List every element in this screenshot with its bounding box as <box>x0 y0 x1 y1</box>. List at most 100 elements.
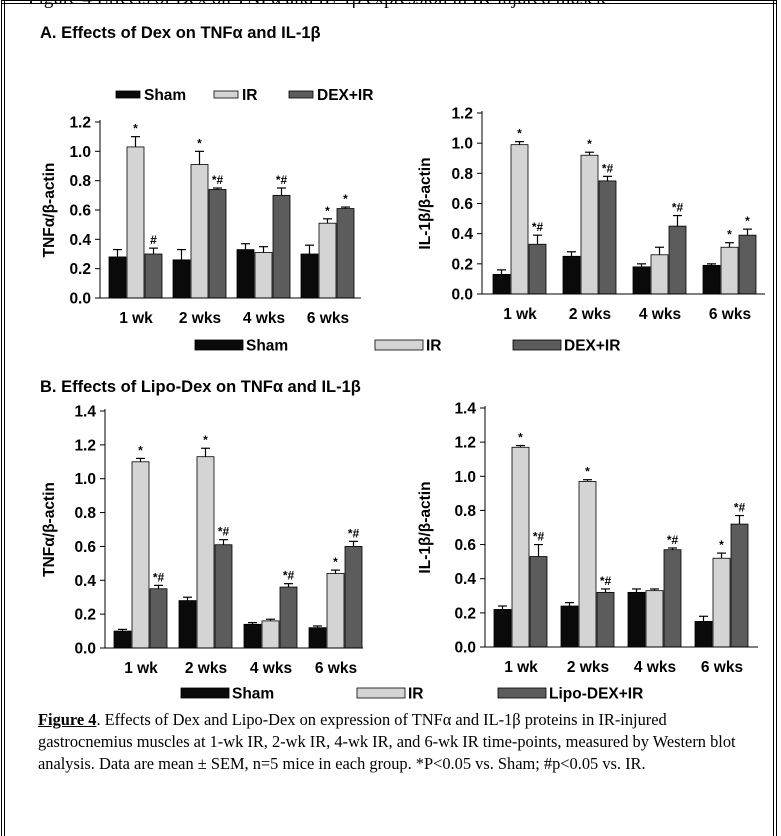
x-tick-label-a-tnf-1: 2 wks <box>179 310 221 327</box>
legend-a-bottom-swatch-2 <box>512 339 562 351</box>
y-tick-label-a-tnf-0: 0.0 <box>69 291 91 308</box>
bar-b-tnf-lipo-dex-ir-1 <box>214 544 233 649</box>
y-tick-label-b-tnf-4: 0.8 <box>74 505 96 522</box>
legend-a-inner-swatch-1 <box>213 90 239 99</box>
bar-a-il-ir-0 <box>510 144 529 295</box>
bar-b-il-lipo-dex-ir-1 <box>596 591 615 648</box>
figure-caption: Figure 4. Effects of Dex and Lipo-Dex on… <box>38 709 750 775</box>
bar-b-il-sham-2 <box>627 591 646 648</box>
legend-b-bottom-label-0: Sham <box>232 686 274 703</box>
y-tick-label-b-il-5: 1.0 <box>454 469 476 486</box>
y-tick-label-b-il-3: 0.6 <box>454 537 476 554</box>
x-tick-label-a-il-3: 6 wks <box>709 306 751 323</box>
y-tick-label-b-tnf-0: 0.0 <box>74 641 96 658</box>
legend-b-bottom-swatch-0 <box>180 687 230 699</box>
annotation-a-tnf-1-0: * <box>133 122 138 136</box>
x-tick-label-b-il-1: 2 wks <box>567 659 609 676</box>
bar-a-tnf-ir-2 <box>254 252 273 299</box>
x-tick-label-a-tnf-3: 6 wks <box>307 310 349 327</box>
y-tick-label-a-tnf-6: 1.2 <box>69 115 91 132</box>
y-axis-label-a-il: IL-1β/β-actin <box>417 157 434 249</box>
x-tick-label-b-tnf-1: 2 wks <box>185 660 227 677</box>
y-tick-label-a-il-6: 1.2 <box>451 106 473 123</box>
x-tick-label-b-tnf-0: 1 wk <box>124 660 158 677</box>
panel-b-title: B. Effects of Lipo-Dex on TNFα and IL-1β <box>40 378 361 396</box>
x-tick-label-a-il-0: 1 wk <box>503 306 537 323</box>
bar-b-tnf-ir-3 <box>326 573 345 649</box>
figure-frame-left <box>1 0 5 836</box>
annotation-a-tnf-2-3: * <box>343 192 348 206</box>
annotation-b-tnf-2-3: *# <box>348 526 360 540</box>
y-tick-label-b-tnf-6: 1.2 <box>74 437 96 454</box>
legend-a-inner-label-2: DEX+IR <box>317 87 373 104</box>
bar-a-il-ir-3 <box>720 246 739 295</box>
x-tick-label-b-il-0: 1 wk <box>504 659 538 676</box>
bar-a-il-ir-2 <box>650 254 669 295</box>
legend-b-bottom-swatch-1 <box>356 687 406 699</box>
annotation-a-il-2-3: * <box>745 214 750 228</box>
cropped-top-caption: Figure 4 Effects of Dex on TNFα and IL-1… <box>28 0 609 10</box>
bar-a-tnf-dex-ir-3 <box>336 208 355 299</box>
bar-a-tnf-sham-2 <box>236 249 255 299</box>
bar-a-tnf-ir-1 <box>190 164 209 299</box>
annotation-b-tnf-2-0: *# <box>153 570 165 584</box>
legend-a-inner-swatch-0 <box>115 90 141 99</box>
x-tick-label-b-il-2: 4 wks <box>634 659 676 676</box>
figure-frame-top <box>1 0 777 4</box>
annotation-b-il-1-1: * <box>585 465 590 479</box>
bar-a-tnf-sham-0 <box>108 256 127 299</box>
bar-b-tnf-sham-1 <box>178 600 197 649</box>
y-tick-label-a-tnf-5: 1.0 <box>69 144 91 161</box>
y-tick-label-a-il-4: 0.8 <box>451 166 473 183</box>
y-tick-label-b-il-4: 0.8 <box>454 503 476 520</box>
legend-a-inner-label-0: Sham <box>144 87 186 104</box>
y-tick-label-b-il-6: 1.2 <box>454 435 476 452</box>
annotation-b-tnf-1-0: * <box>138 443 143 457</box>
x-tick-label-a-tnf-0: 1 wk <box>119 310 153 327</box>
legend-a-bottom-swatch-0 <box>194 339 244 351</box>
annotation-b-il-2-3: *# <box>734 501 746 515</box>
annotation-a-tnf-1-1: * <box>197 136 202 150</box>
bar-b-il-sham-0 <box>493 609 512 648</box>
bar-a-il-dex-ir-0 <box>528 243 547 295</box>
x-tick-label-a-il-1: 2 wks <box>569 306 611 323</box>
y-axis-label-b-il: IL-1β/β-actin <box>417 481 434 573</box>
figure-caption-text: . Effects of Dex and Lipo-Dex on express… <box>38 710 736 773</box>
legend-a-inner-label-1: IR <box>242 87 258 104</box>
annotation-b-tnf-1-3: * <box>333 555 338 569</box>
y-tick-label-a-tnf-1: 0.2 <box>69 261 91 278</box>
y-tick-label-a-tnf-3: 0.6 <box>69 203 91 220</box>
annotation-a-il-2-0: *# <box>532 220 544 234</box>
annotation-a-il-2-1: *# <box>602 161 614 175</box>
bar-b-tnf-lipo-dex-ir-3 <box>344 546 363 649</box>
bar-b-tnf-ir-0 <box>131 461 150 649</box>
annotation-a-il-1-3: * <box>727 228 732 242</box>
y-tick-label-b-tnf-3: 0.6 <box>74 539 96 556</box>
x-tick-label-b-tnf-3: 6 wks <box>315 660 357 677</box>
y-tick-label-a-il-3: 0.6 <box>451 196 473 213</box>
annotation-a-tnf-1-3: * <box>325 204 330 218</box>
bar-a-tnf-sham-3 <box>300 253 319 299</box>
y-tick-label-b-il-2: 0.4 <box>454 571 476 588</box>
y-tick-label-b-tnf-1: 0.2 <box>74 607 96 624</box>
legend-a-bottom-label-0: Sham <box>246 338 288 355</box>
y-tick-label-b-il-0: 0.0 <box>454 640 476 657</box>
bar-b-tnf-sham-2 <box>243 623 262 649</box>
bar-b-il-ir-1 <box>578 481 597 648</box>
annotation-a-tnf-2-0: # <box>150 233 157 247</box>
legend-b-bottom-label-2: Lipo-DEX+IR <box>549 686 643 703</box>
annotation-a-il-1-1: * <box>587 137 592 151</box>
bar-b-il-sham-1 <box>560 605 579 648</box>
legend-a-bottom-label-2: DEX+IR <box>564 338 620 355</box>
y-axis-label-a-tnf: TNFα/β-actin <box>41 163 58 258</box>
annotation-a-il-1-0: * <box>517 127 522 141</box>
annotation-b-il-1-0: * <box>518 431 523 445</box>
y-axis-label-b-tnf: TNFα/β-actin <box>41 482 58 577</box>
y-tick-label-b-il-7: 1.4 <box>454 401 476 418</box>
annotation-b-tnf-2-2: *# <box>283 569 295 583</box>
bar-a-tnf-sham-1 <box>172 259 191 299</box>
bar-a-il-dex-ir-2 <box>668 225 687 295</box>
y-tick-label-b-tnf-7: 1.4 <box>74 404 96 421</box>
bar-b-il-ir-3 <box>712 557 731 648</box>
